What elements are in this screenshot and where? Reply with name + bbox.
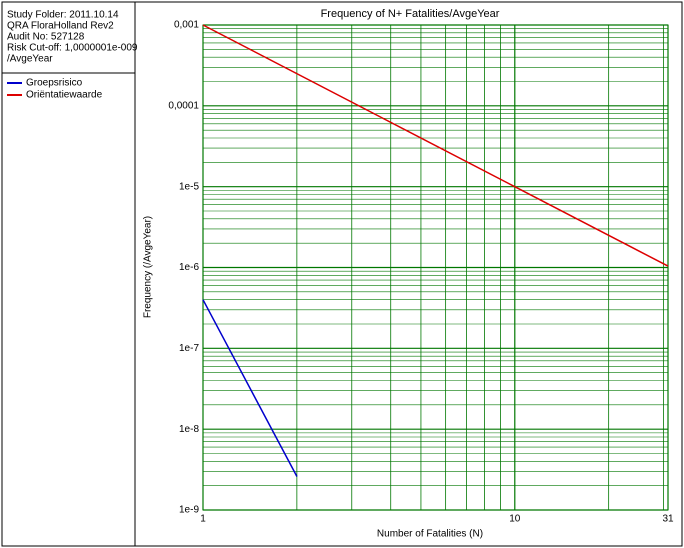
info-line: QRA FloraHolland Rev2 — [7, 21, 114, 32]
y-tick-label: 0,001 — [174, 20, 199, 31]
x-tick-label: 10 — [509, 514, 521, 525]
y-tick-label: 1e-6 — [179, 262, 199, 273]
x-tick-label: 1 — [200, 514, 206, 525]
info-line: Audit No: 527128 — [7, 32, 85, 43]
info-line: Study Folder: 2011.10.14 — [7, 10, 119, 21]
legend-label: Groepsrisico — [26, 78, 83, 89]
info-line: Risk Cut-off: 1,0000001e-009 — [7, 43, 138, 54]
legend-label: Oriëntatiewaarde — [26, 90, 103, 101]
x-axis-label: Number of Fatalities (N) — [377, 529, 483, 540]
info-line: /AvgeYear — [7, 54, 53, 65]
y-tick-label: 1e-9 — [179, 505, 199, 516]
chart-title: Frequency of N+ Fatalities/AvgeYear — [321, 8, 500, 20]
plot-frame — [202, 24, 669, 511]
y-tick-label: 1e-8 — [179, 424, 199, 435]
y-tick-label: 1e-7 — [179, 343, 199, 354]
series-line — [202, 24, 669, 267]
y-tick-label: 0,0001 — [168, 100, 199, 111]
y-tick-label: 1e-5 — [179, 181, 199, 192]
x-tick-label: 31 — [662, 514, 674, 525]
series-line — [202, 299, 298, 477]
y-axis-label: Frequency (/AvgeYear) — [143, 216, 154, 318]
